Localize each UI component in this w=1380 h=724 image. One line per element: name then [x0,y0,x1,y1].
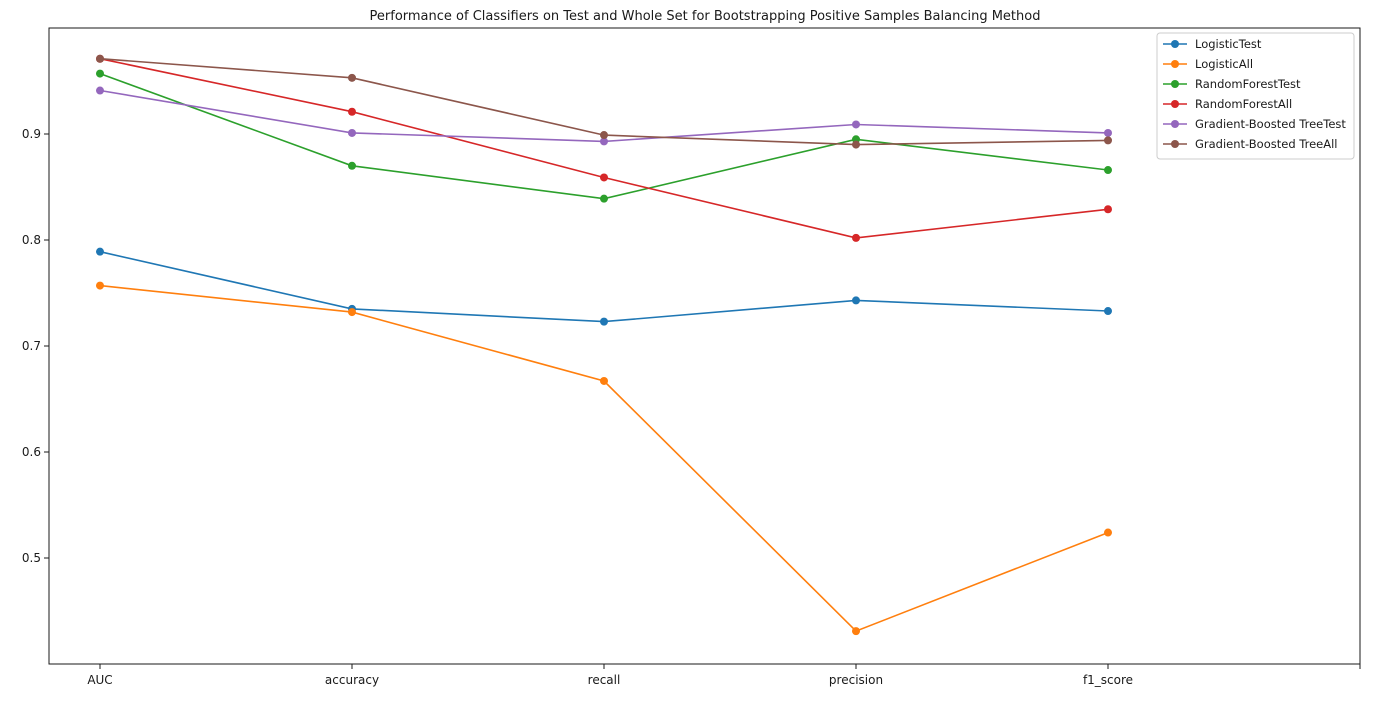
data-point [96,86,104,95]
x-tick-label: accuracy [325,673,379,687]
legend-item: LogisticTest [1163,37,1262,51]
data-point [96,281,104,290]
legend-item: Gradient-Boosted TreeTest [1163,117,1346,131]
series-line [99,284,1109,633]
data-point [1104,166,1112,175]
series-line [99,57,1109,239]
data-point [348,107,356,116]
legend-item: LogisticAll [1163,57,1253,71]
legend-box [1156,32,1355,160]
data-point [348,128,356,137]
legend-marker [1171,140,1179,148]
data-point [1104,307,1112,316]
series-4 [96,86,1112,146]
data-point [348,73,356,82]
legend-item: RandomForestTest [1163,77,1301,91]
legend-marker [1171,100,1179,108]
data-point [1104,528,1112,537]
series-line [99,250,1109,323]
legend-item: RandomForestAll [1163,97,1292,111]
legend-label: LogisticTest [1195,37,1262,51]
y-tick-label: 0.9 [22,127,41,141]
data-point [348,161,356,170]
series-2 [96,69,1112,203]
data-point [348,308,356,317]
legend-item: Gradient-Boosted TreeAll [1163,137,1338,151]
data-point [852,296,860,305]
y-tick-label: 0.8 [22,233,41,247]
series-3 [96,54,1112,242]
series-layer [96,54,1112,636]
series-0 [96,247,1112,326]
data-point [600,194,608,203]
x-tick-label: recall [588,673,621,687]
x-tick-label: precision [829,673,883,687]
data-point [600,131,608,140]
data-point [96,69,104,78]
legend-marker [1171,40,1179,48]
legend-label: LogisticAll [1195,57,1253,71]
data-point [1104,128,1112,137]
y-axis: 0.5 0.6 0.7 0.8 0.9 [22,127,49,565]
legend: LogisticTest LogisticAll RandomForestTest R… [1156,32,1355,160]
legend-label: RandomForestTest [1195,77,1301,91]
legend-marker [1171,60,1179,68]
data-point [852,140,860,149]
chart-title: Performance of Classifiers on Test and W… [370,9,1041,24]
data-point [600,317,608,326]
data-point [96,54,104,63]
series-5 [96,54,1112,149]
legend-label: RandomForestAll [1195,97,1292,111]
x-tick-label: f1_score [1083,673,1133,687]
data-point [96,247,104,256]
data-point [852,627,860,636]
data-point [600,376,608,385]
data-point [1104,205,1112,214]
data-point [852,233,860,242]
y-tick-label: 0.5 [22,551,41,565]
y-tick-label: 0.6 [22,445,41,459]
legend-label: Gradient-Boosted TreeAll [1195,137,1338,151]
series-1 [96,281,1112,636]
legend-label: Gradient-Boosted TreeTest [1195,117,1346,131]
data-point [600,173,608,182]
data-point [852,120,860,129]
data-point [1104,136,1112,145]
legend-marker [1171,80,1179,88]
x-tick-label: AUC [87,673,112,687]
data-point [600,137,608,146]
y-tick-label: 0.7 [22,339,41,353]
legend-marker [1171,120,1179,128]
x-axis: AUC accuracy recall precision f1_score [87,664,1361,687]
